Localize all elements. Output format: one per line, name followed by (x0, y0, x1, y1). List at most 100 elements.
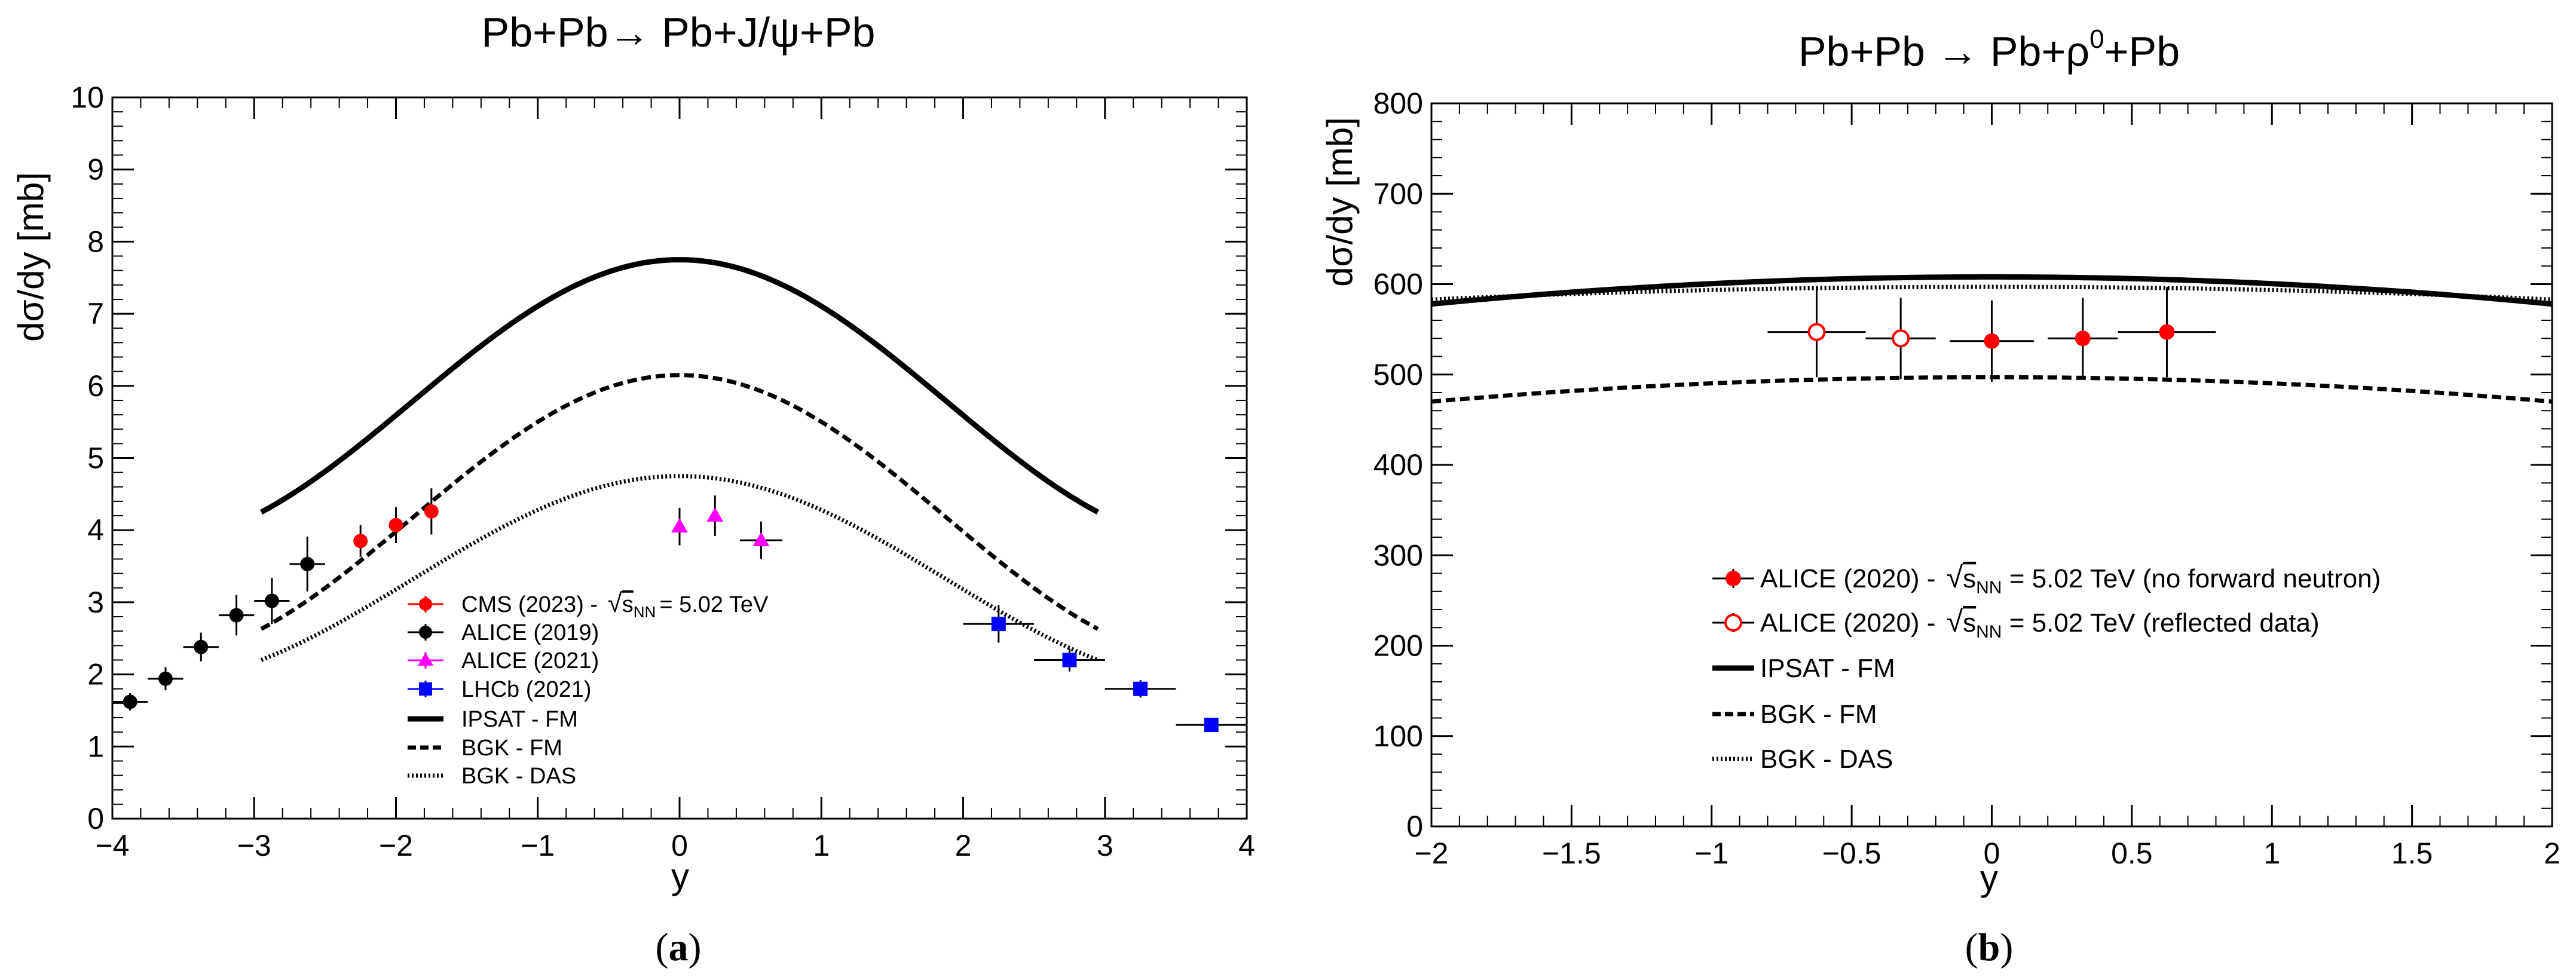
legend-lhcb-marker (419, 682, 432, 696)
legend-alice-reflected-marker (1724, 614, 1742, 632)
legend-cms-marker (419, 598, 432, 611)
ytick-label: 700 (1373, 177, 1423, 210)
data-point-square (1204, 718, 1219, 733)
xtick-label: −4 (95, 829, 129, 862)
panel-b-ylabel: dσ/dy [mb] (1320, 117, 1360, 287)
data-point (300, 556, 315, 571)
panel-b-frame (1430, 102, 2553, 828)
ytick-label: 4 (87, 513, 104, 547)
legend-alice-reflected-label: ALICE (2020) - √sNN = 5.02 TeV (reflecte… (1760, 605, 2320, 642)
xtick-label: 2 (2544, 837, 2560, 870)
panel-a-points (112, 488, 1247, 733)
data-point-square (1062, 653, 1077, 667)
ytick-label: 2 (87, 658, 104, 691)
xtick-label: −3 (237, 829, 271, 862)
ytick-label: 0 (87, 802, 104, 835)
xtick-label: −0.5 (1822, 837, 1881, 870)
panel-b-legend: ALICE (2020) - √sNN = 5.02 TeV (no forwa… (1712, 561, 2381, 774)
legend-alice2019-label: ALICE (2019) (461, 620, 599, 645)
data-point-open (1807, 323, 1826, 341)
ytick-label: 5 (87, 442, 104, 475)
panel-b-title: Pb+Pb → Pb+ρ0+Pb (1798, 24, 2180, 75)
panel-a-legend: CMS (2023) - √sNN = 5.02 TeV ALICE (2019)… (408, 589, 769, 789)
legend-alice-noforward-label: ALICE (2020) - √sNN = 5.02 TeV (no forwa… (1760, 561, 2381, 598)
panel-a-caption: (a) (656, 926, 702, 969)
xtick-label: 0 (1984, 837, 2000, 870)
xtick-label: −2 (1414, 837, 1448, 870)
xtick-label: 0 (671, 829, 688, 862)
ytick-label: 10 (71, 81, 104, 114)
xtick-label: −1 (521, 829, 555, 862)
xtick-label: −1.5 (1542, 837, 1601, 870)
panel-b-points (1767, 287, 2216, 382)
legend-alice-noforward-marker (1726, 571, 1741, 586)
ytick-label: 500 (1373, 358, 1423, 391)
legend-alice2021-label: ALICE (2021) (461, 648, 599, 673)
ytick-label: 6 (87, 369, 104, 403)
data-point-square (991, 617, 1006, 632)
legend-alice2021-marker (418, 653, 433, 666)
legend-bgkdas-label: BGK - DAS (461, 764, 576, 789)
data-point-square (1133, 681, 1148, 696)
xtick-label: 3 (1097, 829, 1113, 862)
data-point (123, 694, 137, 709)
panel-b-axes: −2 −1.5 −1 −0.5 0 0.5 1 1.5 2 0 100 200 300 400 500 600… (1373, 87, 2560, 870)
xtick-label: 1.5 (2391, 837, 2433, 870)
ytick-label: 3 (87, 586, 104, 619)
data-point-open (1892, 329, 1910, 348)
ytick-label: 400 (1373, 448, 1423, 482)
curve-solid (1431, 274, 2553, 307)
xtick-label: 0.5 (2111, 837, 2153, 870)
legend-lhcb-label: LHCb (2021) (461, 677, 592, 702)
ytick-label: 8 (87, 225, 104, 258)
xtick-label: 1 (2263, 837, 2280, 870)
data-point (353, 534, 368, 549)
panel-a: Pb+Pb→ Pb+J/ψ+Pb −4 −3 −2 −1 0 1 2 3 4 0 1 2 3 4 5 6 7 8 9… (11, 9, 1255, 969)
legend-bgkfm-label: BGK - FM (461, 736, 562, 761)
ytick-label: 800 (1373, 87, 1423, 120)
data-point-triangle (706, 507, 724, 522)
data-point-triangle (671, 518, 688, 533)
data-point (388, 517, 403, 532)
data-point-triangle (752, 532, 770, 547)
data-point (424, 504, 439, 519)
curve-dashed (260, 373, 1099, 631)
legend-ipsat-b-label: IPSAT - FM (1760, 654, 1895, 683)
legend-cms-label: CMS (2023) - √sNN = 5.02 TeV (461, 589, 769, 621)
data-point (2159, 324, 2175, 340)
ytick-label: 9 (87, 153, 104, 186)
panel-a-frame (111, 96, 1248, 820)
xtick-label: −2 (379, 829, 413, 862)
data-point (2075, 330, 2091, 347)
panel-b: Pb+Pb → Pb+ρ0+Pb −2 −1.5 −1 −0.5 0 0.5 1 1.5 2 0 1… (1320, 24, 2560, 969)
panel-b-xlabel: y (1980, 858, 1998, 898)
legend-alice2019-marker (419, 626, 432, 639)
legend-bgkfm-b-label: BGK - FM (1760, 700, 1877, 729)
curve-dotted (1431, 284, 2553, 302)
ytick-label: 600 (1373, 268, 1423, 301)
panel-a-xlabel: y (671, 856, 689, 896)
legend-bgkdas-b-label: BGK - DAS (1760, 745, 1893, 774)
ytick-label: 200 (1373, 629, 1423, 663)
ytick-label: 1 (87, 730, 104, 763)
data-point (158, 671, 173, 686)
data-point (264, 593, 279, 608)
xtick-label: 1 (813, 829, 830, 862)
data-point (194, 639, 209, 654)
panel-a-axes: −4 −3 −2 −1 0 1 2 3 4 0 1 2 3 4 5 6 7 8 9 10 (71, 81, 1255, 862)
panel-a-title: Pb+Pb→ Pb+J/ψ+Pb (482, 9, 876, 56)
curve-solid (259, 257, 1100, 514)
panel-b-caption: (b) (1965, 926, 2014, 969)
xtick-label: 4 (1238, 829, 1255, 862)
curve-dotted (260, 474, 1099, 662)
legend-ipsat-label: IPSAT - FM (461, 707, 578, 732)
ytick-label: 7 (87, 297, 104, 330)
data-point (1984, 333, 2000, 349)
xtick-label: 2 (955, 829, 972, 862)
ytick-label: 0 (1406, 810, 1423, 843)
ytick-label: 300 (1373, 538, 1423, 572)
panel-a-ylabel: dσ/dy [mb] (11, 172, 51, 342)
ytick-label: 100 (1373, 719, 1423, 753)
data-point (229, 608, 244, 623)
